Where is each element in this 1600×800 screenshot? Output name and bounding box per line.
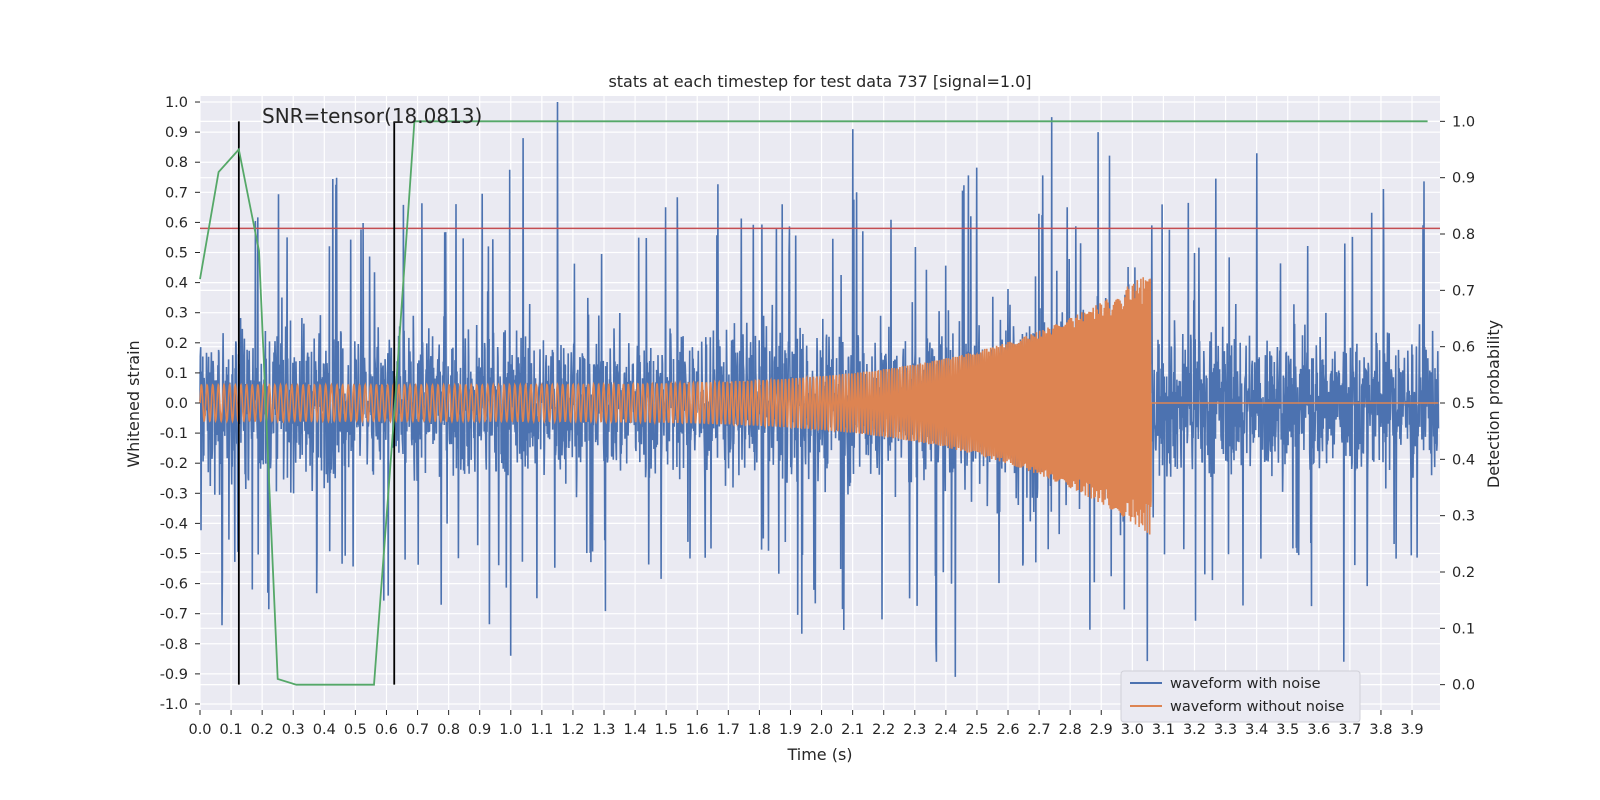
y-tick-label: 0.3 [165, 306, 188, 322]
y-tick-label: 1.0 [165, 95, 188, 111]
x-tick-label: 3.3 [1214, 722, 1237, 738]
overlay-lines [199, 120, 1440, 686]
x-tick-label: 0.1 [220, 722, 243, 738]
y-right-tick-label: 0.3 [1452, 509, 1475, 525]
y-tick-label: 0.2 [165, 336, 188, 352]
x-tick-label: 0.2 [251, 722, 274, 738]
x-tick-label: 1.4 [624, 722, 647, 738]
y-right-tick-label: 0.7 [1452, 283, 1475, 299]
x-tick-label: 2.4 [934, 722, 957, 738]
x-tick-label: 3.6 [1307, 722, 1330, 738]
y-right-tick-label: 0.0 [1452, 678, 1475, 694]
x-tick-label: 1.9 [779, 722, 802, 738]
series-waveform-without-noise [199, 277, 1439, 535]
x-tick-label: 0.3 [282, 722, 305, 738]
x-tick-label: 2.3 [903, 722, 926, 738]
y-tick-label: 0.6 [165, 215, 188, 231]
x-tick-label: 3.0 [1121, 722, 1144, 738]
y-right-tick-label: 0.6 [1452, 340, 1475, 356]
y-tick-label: -0.4 [160, 516, 188, 532]
y-tick-label: -0.2 [160, 456, 188, 472]
x-tick-label: 2.8 [1059, 722, 1082, 738]
y-tick-label: -0.9 [160, 667, 188, 683]
x-tick-label: 3.5 [1276, 722, 1299, 738]
x-tick-label: 1.3 [592, 722, 615, 738]
y-tick-label: -1.0 [160, 697, 188, 713]
y-tick-label: -0.5 [160, 546, 188, 562]
y-tick-label: 0.5 [165, 246, 188, 262]
x-axis-label: Time (s) [786, 745, 852, 764]
y-tick-label: -0.8 [160, 637, 188, 653]
x-tick-label: 1.8 [748, 722, 771, 738]
axes: 0.0 0.1 0.2 0.3 0.4 0.5 0.6 0.7 0.8 0.9 1.0 1.1 1.2 1… [160, 95, 1475, 738]
detection-probability-line [199, 120, 1428, 686]
y-axis-right-label: Detection probability [1484, 320, 1503, 488]
x-tick-label: 0.0 [188, 722, 211, 738]
y-tick-label: -0.7 [160, 607, 188, 623]
x-tick-label: 2.0 [810, 722, 833, 738]
x-tick-label: 1.0 [499, 722, 522, 738]
y-right-tick-label: 0.8 [1452, 227, 1475, 243]
x-tick-label: 3.2 [1183, 722, 1206, 738]
y-tick-label: 0.9 [165, 125, 188, 141]
x-tick-label: 1.2 [561, 722, 584, 738]
legend-label-without-noise: waveform without noise [1170, 699, 1344, 715]
x-tick-label: 0.7 [406, 722, 429, 738]
x-tick-label: 0.8 [437, 722, 460, 738]
x-tick-label: 2.9 [1090, 722, 1113, 738]
x-tick-label: 2.5 [965, 722, 988, 738]
y-tick-label: 0.1 [165, 366, 188, 382]
x-tick-label: 2.6 [996, 722, 1019, 738]
chart-title: stats at each timestep for test data 737… [608, 72, 1031, 91]
x-tick-label: 1.1 [530, 722, 553, 738]
y-tick-label: -0.3 [160, 486, 188, 502]
y-right-tick-label: 0.9 [1452, 171, 1475, 187]
snr-annotation: SNR=tensor(18.0813) [262, 104, 482, 128]
x-tick-label: 1.7 [717, 722, 740, 738]
x-tick-label: 0.9 [468, 722, 491, 738]
legend-box [1120, 670, 1361, 723]
series-waveform-with-noise [199, 101, 1440, 677]
y-axis-label: Whitened strain [124, 340, 143, 467]
waveform-with-noise-line [199, 101, 1440, 677]
y-tick-label: -0.1 [160, 426, 188, 442]
y-right-tick-label: 1.0 [1452, 114, 1475, 130]
y-tick-label: 0.8 [165, 155, 188, 171]
x-tick-label: 0.6 [375, 722, 398, 738]
y-right-tick-label: 0.2 [1452, 565, 1475, 581]
y-tick-label: 0.4 [165, 276, 188, 292]
x-tick-label: 0.5 [344, 722, 367, 738]
x-tick-label: 3.4 [1245, 722, 1268, 738]
x-tick-label: 3.8 [1369, 722, 1392, 738]
x-tick-label: 1.6 [686, 722, 709, 738]
x-tick-label: 2.1 [841, 722, 864, 738]
legend: waveform with noise waveform without noi… [1120, 670, 1361, 723]
y-right-tick-label: 0.5 [1452, 396, 1475, 412]
y-tick-label: 0.7 [165, 185, 188, 201]
x-tick-label: 3.1 [1152, 722, 1175, 738]
x-tick-label: 3.9 [1400, 722, 1423, 738]
y-tick-label: -0.6 [160, 577, 188, 593]
y-tick-label: 0.0 [165, 396, 188, 412]
y-right-tick-label: 0.1 [1452, 621, 1475, 637]
waveform-without-noise-line [199, 277, 1439, 535]
x-tick-label: 0.4 [313, 722, 336, 738]
x-tick-label: 1.5 [655, 722, 678, 738]
y-right-tick-label: 0.4 [1452, 452, 1475, 468]
legend-label-with-noise: waveform with noise [1170, 676, 1321, 692]
x-tick-label: 2.7 [1028, 722, 1051, 738]
x-tick-label: 2.2 [872, 722, 895, 738]
x-tick-label: 3.7 [1338, 722, 1361, 738]
